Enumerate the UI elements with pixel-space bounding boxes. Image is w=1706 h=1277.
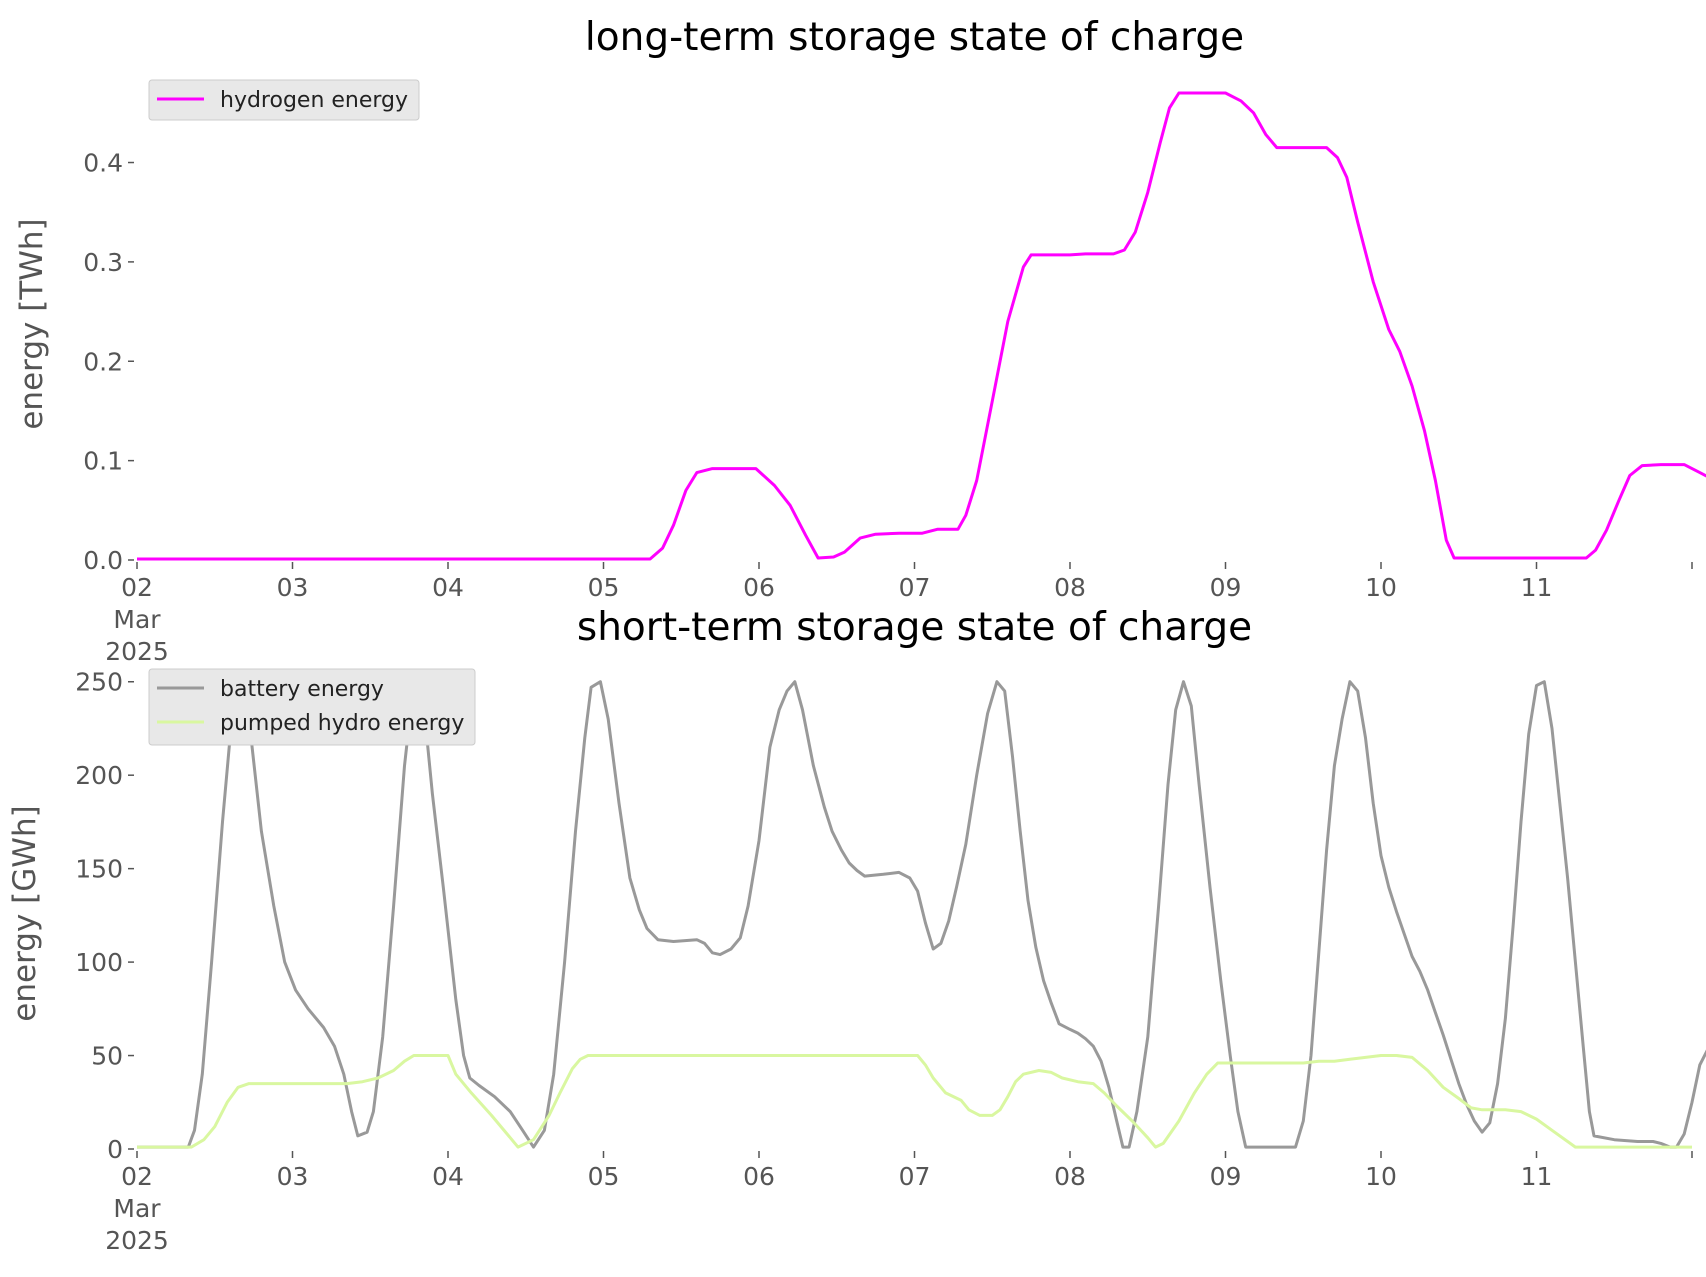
long-term-x-tick-label: 06 [743,573,775,602]
short-term-x-tick-label: 11 [1521,1162,1553,1191]
short-term-x-tick-label: 08 [1054,1162,1086,1191]
short-term-y-tick-label: 200 [75,761,123,790]
short-term-y-tick-label: 150 [75,855,123,884]
long-term-y-tick-label: 0.4 [83,149,123,178]
long-term-chart-title: long-term storage state of charge [585,15,1244,60]
long-term-y-axis-label: energy [TWh] [14,218,50,429]
long-term-y-tick-label: 0.3 [83,248,123,277]
long-term-x-tick-label: 05 [588,573,620,602]
long-term-y-tick-label: 0.0 [83,546,123,575]
short-term-x-tick-label: 2025 [105,1226,169,1255]
short-term-legend-box [148,668,476,746]
long-term-x-tick-label: 09 [1210,573,1242,602]
long-term-y-tick-label: 0.1 [83,447,123,476]
pumped-hydro-energy-legend-label: pumped hydro energy [220,711,464,736]
long-term-legend-box [148,79,420,121]
long-term-x-tick-label: 02 [121,573,153,602]
short-term-y-axis-label: energy [GWh] [7,805,43,1021]
short-term-chart-title: short-term storage state of charge [577,605,1252,650]
long-term-x-tick-label: 11 [1521,573,1553,602]
short-term-y-tick-label: 50 [91,1042,123,1071]
short-term-x-tick-label: 09 [1210,1162,1242,1191]
hydrogen-energy-legend-label: hydrogen energy [220,88,408,113]
long-term-x-tick-label: 08 [1054,573,1086,602]
short-term-x-tick-label: 05 [588,1162,620,1191]
long-term-x-tick-label: 10 [1365,573,1397,602]
pumped-hydro-energy-line [137,1054,1692,1149]
short-term-x-tick-label: 02 [121,1162,153,1191]
long-term-x-tick-label: 07 [899,573,931,602]
short-term-y-tick-label: 0 [107,1135,123,1164]
long-term-x-tick-label: 04 [432,573,464,602]
short-term-storage-chart: short-term storage state of charge energy… [7,605,1706,1255]
battery-energy-line [137,680,1706,1149]
short-term-x-tick-label: 10 [1365,1162,1397,1191]
short-term-x-tick-label: 04 [432,1162,464,1191]
short-term-legend: battery energy pumped hydro energy [148,668,476,746]
short-term-y-tick-label: 100 [75,948,123,977]
long-term-legend: hydrogen energy [148,79,420,121]
long-term-y-tick-label: 0.2 [83,347,123,376]
short-term-x-tick-label: 06 [743,1162,775,1191]
hydrogen-energy-line [137,91,1706,561]
long-term-x-tick-label: Mar [113,605,161,634]
long-term-x-tick-label: 03 [277,573,309,602]
short-term-x-tick-label: 03 [277,1162,309,1191]
short-term-y-tick-label: 250 [75,668,123,697]
long-term-storage-chart: long-term storage state of charge energy … [14,15,1706,666]
long-term-x-tick-label: 2025 [105,637,169,666]
short-term-x-tick-label: 07 [899,1162,931,1191]
short-term-x-tick-label: Mar [113,1194,161,1223]
battery-energy-legend-label: battery energy [220,677,384,702]
